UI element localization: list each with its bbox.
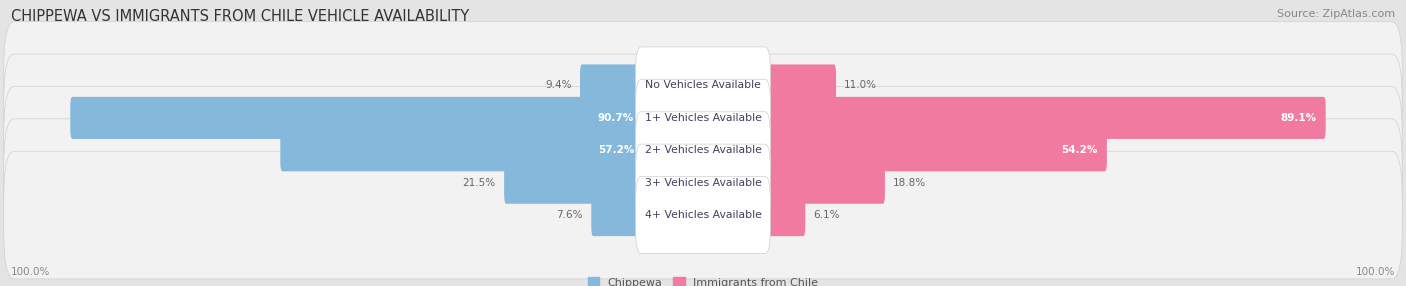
- FancyBboxPatch shape: [581, 64, 643, 107]
- FancyBboxPatch shape: [4, 119, 1402, 247]
- FancyBboxPatch shape: [4, 54, 1402, 182]
- Text: 100.0%: 100.0%: [11, 267, 51, 277]
- Text: 2+ Vehicles Available: 2+ Vehicles Available: [644, 145, 762, 155]
- FancyBboxPatch shape: [763, 194, 806, 236]
- Text: 1+ Vehicles Available: 1+ Vehicles Available: [644, 113, 762, 123]
- FancyBboxPatch shape: [763, 97, 1326, 139]
- FancyBboxPatch shape: [4, 151, 1402, 279]
- Text: 89.1%: 89.1%: [1281, 113, 1316, 123]
- FancyBboxPatch shape: [763, 64, 837, 107]
- Text: 90.7%: 90.7%: [598, 113, 634, 123]
- Text: 7.6%: 7.6%: [557, 210, 583, 220]
- FancyBboxPatch shape: [70, 97, 643, 139]
- FancyBboxPatch shape: [763, 162, 884, 204]
- Text: 54.2%: 54.2%: [1062, 145, 1098, 155]
- FancyBboxPatch shape: [592, 194, 643, 236]
- Text: 9.4%: 9.4%: [546, 80, 572, 90]
- FancyBboxPatch shape: [636, 79, 770, 156]
- FancyBboxPatch shape: [636, 47, 770, 124]
- Legend: Chippewa, Immigrants from Chile: Chippewa, Immigrants from Chile: [588, 277, 818, 286]
- Text: 21.5%: 21.5%: [463, 178, 496, 188]
- FancyBboxPatch shape: [4, 22, 1402, 149]
- Text: No Vehicles Available: No Vehicles Available: [645, 80, 761, 90]
- Text: Source: ZipAtlas.com: Source: ZipAtlas.com: [1277, 9, 1395, 19]
- FancyBboxPatch shape: [280, 129, 643, 171]
- FancyBboxPatch shape: [636, 112, 770, 189]
- Text: 57.2%: 57.2%: [598, 145, 634, 155]
- FancyBboxPatch shape: [505, 162, 643, 204]
- Text: 3+ Vehicles Available: 3+ Vehicles Available: [644, 178, 762, 188]
- Text: 18.8%: 18.8%: [893, 178, 927, 188]
- FancyBboxPatch shape: [763, 129, 1107, 171]
- FancyBboxPatch shape: [4, 86, 1402, 214]
- FancyBboxPatch shape: [636, 176, 770, 254]
- Text: 100.0%: 100.0%: [1355, 267, 1395, 277]
- Text: 11.0%: 11.0%: [844, 80, 877, 90]
- Text: CHIPPEWA VS IMMIGRANTS FROM CHILE VEHICLE AVAILABILITY: CHIPPEWA VS IMMIGRANTS FROM CHILE VEHICL…: [11, 9, 470, 23]
- Text: 6.1%: 6.1%: [814, 210, 839, 220]
- FancyBboxPatch shape: [636, 144, 770, 221]
- Text: 4+ Vehicles Available: 4+ Vehicles Available: [644, 210, 762, 220]
